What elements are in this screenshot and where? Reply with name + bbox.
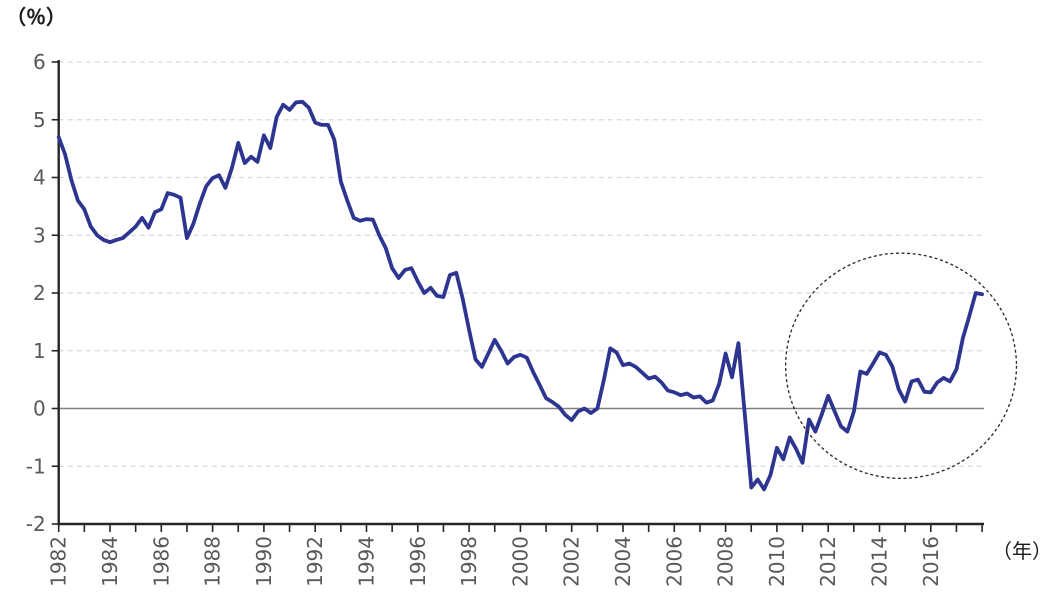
x-tick-label: 1990: [252, 536, 276, 587]
x-tick-label: 1996: [406, 536, 430, 587]
x-tick-label: 1984: [98, 536, 122, 587]
x-tick-label: 1988: [201, 536, 225, 587]
x-tick-label: 2000: [508, 536, 532, 587]
x-tick-label: 2006: [662, 536, 686, 587]
x-tick-label: 1982: [47, 536, 71, 587]
y-tick-label: 0: [33, 397, 46, 421]
y-tick-label: 5: [33, 108, 46, 132]
x-tick-label: 1992: [303, 536, 327, 587]
y-tick-label: 3: [33, 223, 46, 247]
y-tick-label: -1: [26, 454, 46, 478]
x-tick-label: 2014: [868, 536, 892, 587]
y-tick-label: -2: [26, 512, 46, 536]
x-tick-label: 2002: [560, 536, 584, 587]
x-tick-label: 1994: [355, 536, 379, 587]
data-series-line: [56, 99, 984, 492]
y-tick-label: 6: [33, 50, 46, 74]
y-tick-label: 2: [33, 281, 46, 305]
x-tick-label: 2016: [919, 536, 943, 587]
y-tick-label: 4: [33, 166, 46, 190]
y-axis-unit-label: （％）: [6, 5, 66, 29]
highlight-circle-annotation: [784, 252, 1018, 480]
x-axis-unit-label: （年）: [992, 539, 1045, 563]
x-tick-label: 2012: [816, 536, 840, 587]
x-tick-label: 2008: [714, 536, 738, 587]
x-tick-label: 2004: [611, 536, 635, 587]
x-tick-label: 2010: [765, 536, 789, 587]
x-tick-label: 1998: [457, 536, 481, 587]
x-tick-label: 1986: [149, 536, 173, 587]
y-tick-label: 1: [33, 339, 46, 363]
